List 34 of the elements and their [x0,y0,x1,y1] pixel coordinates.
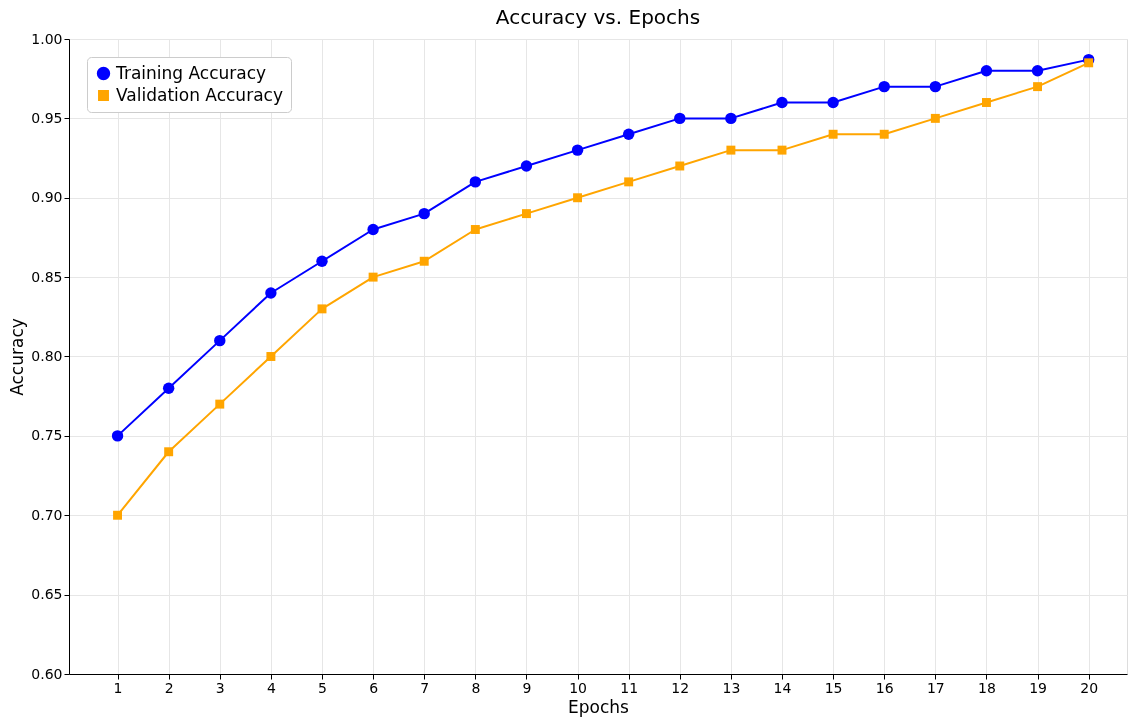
y-tick-label: 0.95 [31,109,63,126]
x-tick-label: 15 [824,679,843,696]
legend-label: Validation Accuracy [116,84,283,105]
y-tick-label: 0.65 [31,586,63,603]
y-tick-label: 0.70 [31,506,63,523]
x-tick-label: 2 [164,679,174,696]
x-tick-label: 7 [420,679,430,696]
x-tick-label: 1 [113,679,123,696]
x-axis-title: Epochs [568,696,630,717]
x-tick-label: 17 [926,679,945,696]
x-tick-label: 11 [620,679,639,696]
x-tick-label: 14 [773,679,792,696]
y-tick-label: 0.75 [31,427,63,444]
y-tick-label: 0.85 [31,268,63,285]
y-tick-label: 0.80 [31,348,63,364]
x-tick-label: 19 [1029,679,1047,696]
x-tick-label: 3 [215,679,225,696]
y-tick-label: 0.90 [31,189,63,206]
x-tick-label: 16 [875,679,894,696]
x-tick-label: 9 [522,679,532,696]
x-tick-label: 13 [722,679,741,696]
x-tick-label: 18 [978,679,996,696]
x-tick-label: 20 [1080,679,1099,696]
x-tick-label: 4 [266,679,276,696]
y-axis-title: Accuracy [7,318,28,396]
x-tick-label: 10 [569,679,587,696]
y-tick-label: 1.00 [31,30,63,47]
x-tick-label: 12 [671,679,690,696]
chart-title: Accuracy vs. Epochs [495,5,701,29]
legend-label: Training Accuracy [115,62,267,83]
y-tick-label: 0.60 [31,665,63,682]
x-tick-label: 8 [471,679,481,696]
x-tick-label: 6 [369,679,379,696]
x-tick-label: 5 [318,679,327,696]
